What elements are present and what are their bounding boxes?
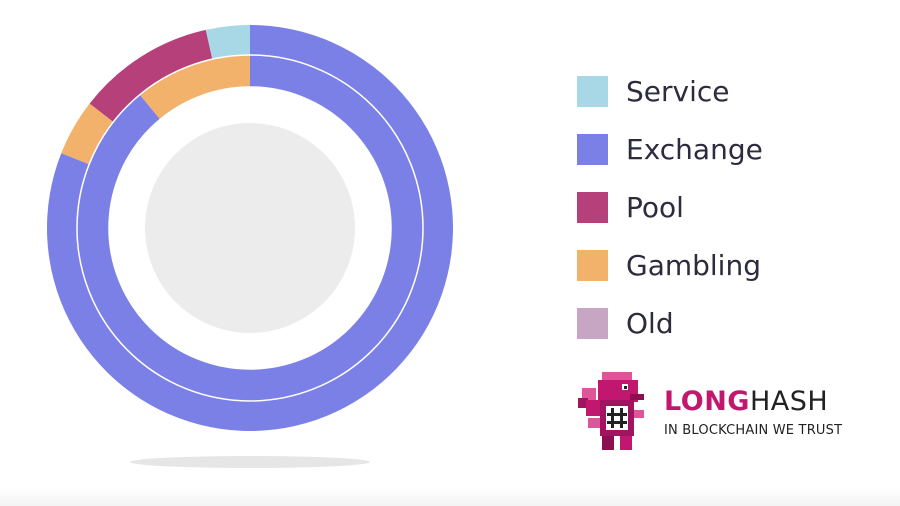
- legend-item-exchange: Exchange: [577, 120, 763, 178]
- logo-text: LONGHASH IN BLOCKCHAIN WE TRUST: [664, 385, 843, 438]
- legend-swatch-old: [577, 307, 608, 339]
- donut-center: [145, 123, 355, 333]
- separator-ring-outer: [76, 54, 424, 402]
- brand-long: LONG: [664, 385, 750, 417]
- legend: Service Exchange Pool Gambling Old: [577, 62, 763, 352]
- outer-ring: [47, 25, 454, 431]
- bottom-fade: [0, 488, 900, 506]
- legend-label-exchange: Exchange: [626, 132, 763, 166]
- legend-label-old: Old: [626, 306, 674, 340]
- chart-shadow: [130, 456, 370, 468]
- dinosaur-mascot-icon: [578, 372, 644, 450]
- legend-label-gambling: Gambling: [626, 248, 761, 282]
- legend-swatch-gambling: [577, 249, 608, 281]
- outer-slice-pool: [89, 29, 213, 122]
- legend-item-gambling: Gambling: [577, 236, 763, 294]
- brand-tagline: IN BLOCKCHAIN WE TRUST: [664, 422, 843, 438]
- legend-item-old: Old: [577, 294, 763, 352]
- separator-ring-inner: [108, 86, 392, 370]
- brand-name: LONGHASH: [664, 385, 842, 417]
- legend-label-pool: Pool: [626, 190, 684, 224]
- inner-ring: [77, 55, 423, 401]
- brand-hash: HASH: [749, 385, 829, 417]
- longhash-logo: LONGHASH IN BLOCKCHAIN WE TRUST: [574, 370, 842, 454]
- legend-swatch-service: [577, 75, 608, 107]
- legend-swatch-pool: [577, 191, 608, 223]
- legend-item-service: Service: [577, 62, 763, 120]
- legend-item-pool: Pool: [577, 178, 763, 236]
- nested-donut-chart: [47, 25, 454, 468]
- outer-slice-service: [205, 25, 250, 60]
- legend-swatch-exchange: [577, 133, 608, 165]
- outer-slice-gambling: [61, 103, 114, 165]
- legend-label-service: Service: [626, 74, 730, 108]
- inner-slice-gambling: [139, 55, 250, 120]
